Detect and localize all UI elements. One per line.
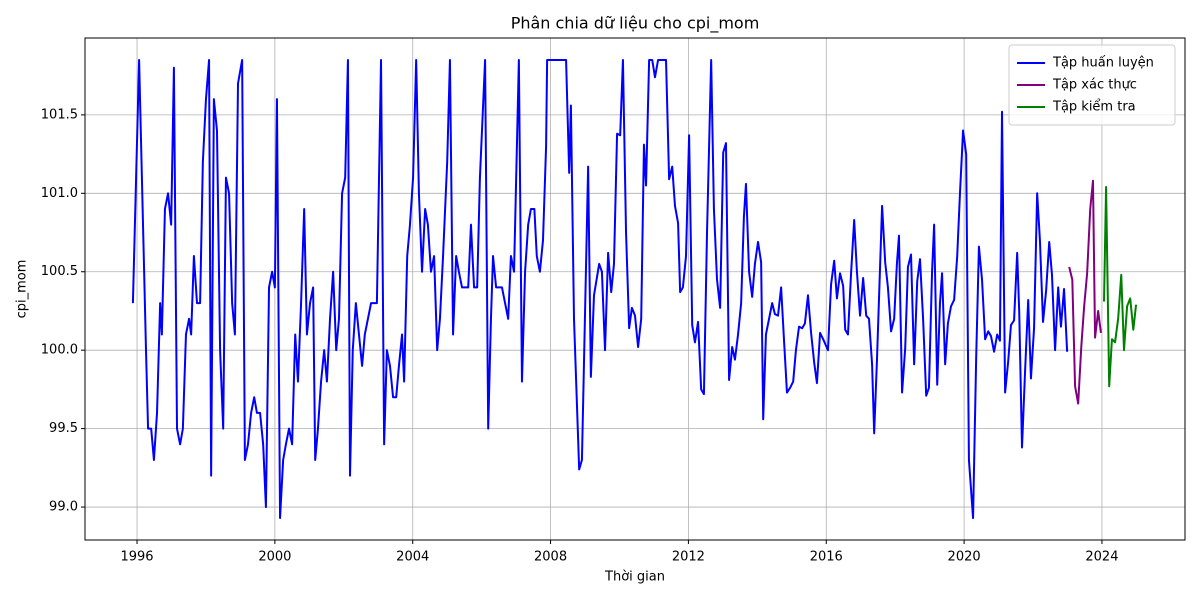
y-tick-label: 101.0	[41, 186, 78, 201]
y-tick-label: 99.5	[49, 421, 78, 436]
series-line	[131, 58, 1069, 520]
x-tick-label: 2004	[396, 550, 429, 565]
y-axis-label: cpi_mom	[15, 260, 30, 319]
x-tick-label: 2016	[810, 550, 843, 565]
x-tick-label: 2012	[672, 550, 705, 565]
y-tick-label: 100.5	[41, 264, 78, 279]
x-tick-label: 1996	[120, 550, 153, 565]
x-tick-label: 2024	[1085, 550, 1118, 565]
x-tick-label: 2020	[948, 550, 981, 565]
y-tick-label: 100.0	[41, 343, 78, 358]
series-line	[1068, 179, 1102, 405]
legend-label: Tập xác thực	[1052, 78, 1137, 93]
plot-frame	[84, 37, 1186, 541]
x-tick-label: 2000	[258, 550, 291, 565]
chart-title: Phân chia dữ liệu cho cpi_mom	[511, 14, 760, 34]
legend-label: Tập kiểm tra	[1052, 100, 1136, 115]
legend-label: Tập huấn luyện	[1052, 56, 1154, 71]
x-axis-label: Thời gian	[604, 570, 665, 585]
legend: Tập huấn luyện Tập xác thực Tập kiểm tra	[1008, 44, 1176, 126]
legend-box	[1008, 44, 1176, 126]
series-line	[1103, 186, 1138, 388]
y-tick-label: 99.0	[49, 500, 78, 515]
x-tick-label: 2008	[534, 550, 567, 565]
y-tick-label: 101.5	[41, 107, 78, 122]
